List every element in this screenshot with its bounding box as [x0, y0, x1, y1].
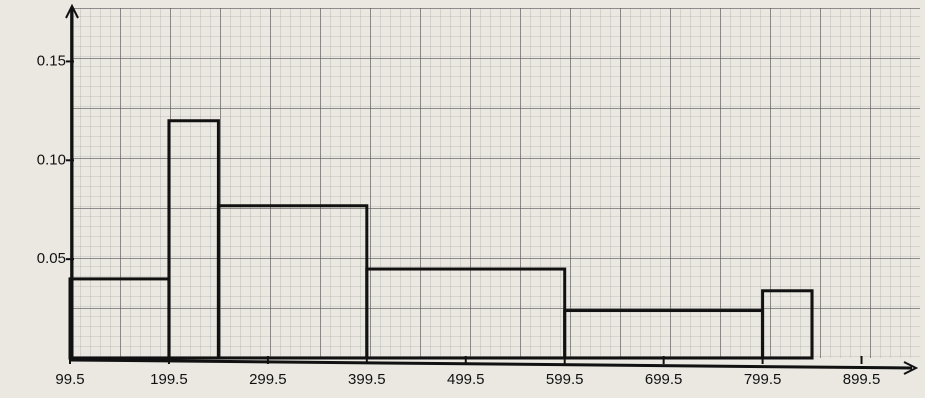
x-tick-label: 799.5	[744, 371, 782, 388]
x-tick-label: 499.5	[447, 371, 485, 388]
x-tick-label: 299.5	[249, 371, 287, 388]
graph-paper-grid	[70, 8, 920, 358]
x-tick-label: 699.5	[645, 371, 683, 388]
x-tick-label: 899.5	[843, 371, 881, 388]
y-tick-label: 0.10	[37, 151, 66, 168]
chart: 0.05 0.10 0.15 99.5 199.5 299.5 399.5 499.5 599.…	[0, 0, 925, 398]
x-tick-label: 199.5	[150, 371, 188, 388]
x-tick-label: 99.5	[55, 371, 84, 388]
x-tick-label: 399.5	[348, 371, 386, 388]
x-tick-label: 599.5	[546, 371, 584, 388]
y-tick-label: 0.05	[37, 250, 66, 267]
y-tick-label: 0.15	[37, 52, 66, 69]
